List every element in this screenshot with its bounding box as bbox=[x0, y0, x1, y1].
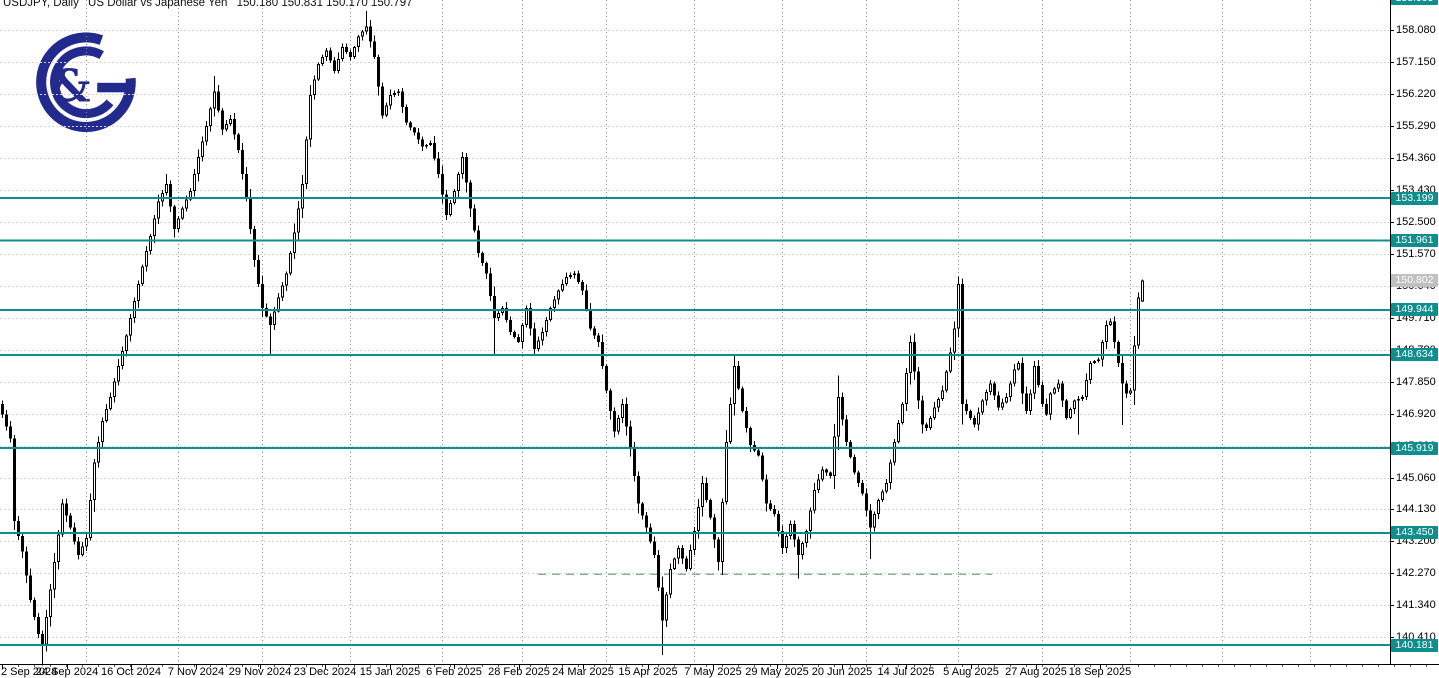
price-axis-label: 152.500 bbox=[1396, 216, 1436, 229]
price-level-tag[interactable]: 153.199 bbox=[1391, 191, 1438, 205]
date-axis-label: 16 Oct 2024 bbox=[101, 666, 161, 678]
price-axis-label: 157.150 bbox=[1396, 56, 1436, 69]
current-price-tag: 150.802 bbox=[1391, 273, 1438, 287]
price-level-tag[interactable]: 145.919 bbox=[1391, 441, 1438, 455]
price-level-tag[interactable]: 151.961 bbox=[1391, 234, 1438, 248]
price-axis[interactable] bbox=[1390, 0, 1439, 664]
price-axis-label: 142.270 bbox=[1396, 567, 1436, 580]
price-axis-label: 146.920 bbox=[1396, 407, 1436, 420]
date-axis-label: 2 Sep 2024 bbox=[1, 666, 58, 678]
ohlc-values: 150.180 150.831 150.170 150.797 bbox=[236, 0, 413, 9]
price-level-tag[interactable]: 149.944 bbox=[1391, 303, 1438, 317]
date-axis-label: 23 Dec 2024 bbox=[293, 666, 357, 678]
date-axis-label: 5 Aug 2025 bbox=[943, 666, 999, 678]
date-axis-label: 24 Sep 2024 bbox=[35, 666, 99, 678]
price-axis-label: 144.130 bbox=[1396, 503, 1436, 516]
date-axis-label: 20 Jun 2025 bbox=[811, 666, 873, 678]
price-axis-label: 145.060 bbox=[1396, 471, 1436, 484]
symbol-timeframe: USDJPY, Daily bbox=[3, 0, 79, 9]
price-level-tag[interactable]: 158.995 bbox=[1391, 0, 1438, 6]
price-level-tag[interactable]: 143.450 bbox=[1391, 526, 1438, 540]
logo-g-bar bbox=[97, 82, 131, 93]
date-axis-label: 15 Jan 2025 bbox=[359, 666, 421, 678]
price-axis-label: 156.220 bbox=[1396, 88, 1436, 101]
date-axis-label: 6 Feb 2025 bbox=[426, 666, 482, 678]
date-axis-label: 7 Nov 2024 bbox=[167, 666, 225, 678]
date-axis-label: 24 Mar 2025 bbox=[552, 666, 614, 678]
price-axis-label: 158.080 bbox=[1396, 24, 1436, 37]
price-axis-label: 151.570 bbox=[1396, 247, 1436, 260]
logo-ampersand: & bbox=[50, 59, 90, 112]
date-axis-label: 15 Apr 2025 bbox=[618, 666, 678, 678]
date-axis-label: 29 May 2025 bbox=[745, 666, 809, 678]
date-axis-label: 29 Nov 2024 bbox=[228, 666, 292, 678]
price-level-tag[interactable]: 148.634 bbox=[1391, 348, 1438, 362]
candle-wicks bbox=[2, 10, 1143, 666]
price-level-tag[interactable]: 140.181 bbox=[1391, 638, 1438, 652]
symbol-info-line: USDJPY, Daily US Dollar vs Japanese Yen … bbox=[3, 0, 419, 9]
date-axis-label: 18 Sep 2025 bbox=[1068, 666, 1132, 678]
date-axis-label: 27 Aug 2025 bbox=[1005, 666, 1067, 678]
date-axis[interactable] bbox=[0, 665, 1439, 678]
price-axis-label: 155.290 bbox=[1396, 120, 1436, 133]
date-axis-label: 28 Feb 2025 bbox=[488, 666, 550, 678]
c-and-g-logo: & bbox=[36, 32, 136, 132]
horizontal-level-lines[interactable] bbox=[0, 0, 1390, 647]
date-axis-label: 7 May 2025 bbox=[684, 666, 742, 678]
symbol-description: US Dollar vs Japanese Yen bbox=[88, 0, 228, 9]
candle-bodies bbox=[1, 26, 1144, 645]
price-axis-label: 141.340 bbox=[1396, 599, 1436, 612]
date-axis-label: 14 Jul 2025 bbox=[877, 666, 935, 678]
price-axis-label: 147.850 bbox=[1396, 375, 1436, 388]
price-axis-label: 154.360 bbox=[1396, 152, 1436, 165]
